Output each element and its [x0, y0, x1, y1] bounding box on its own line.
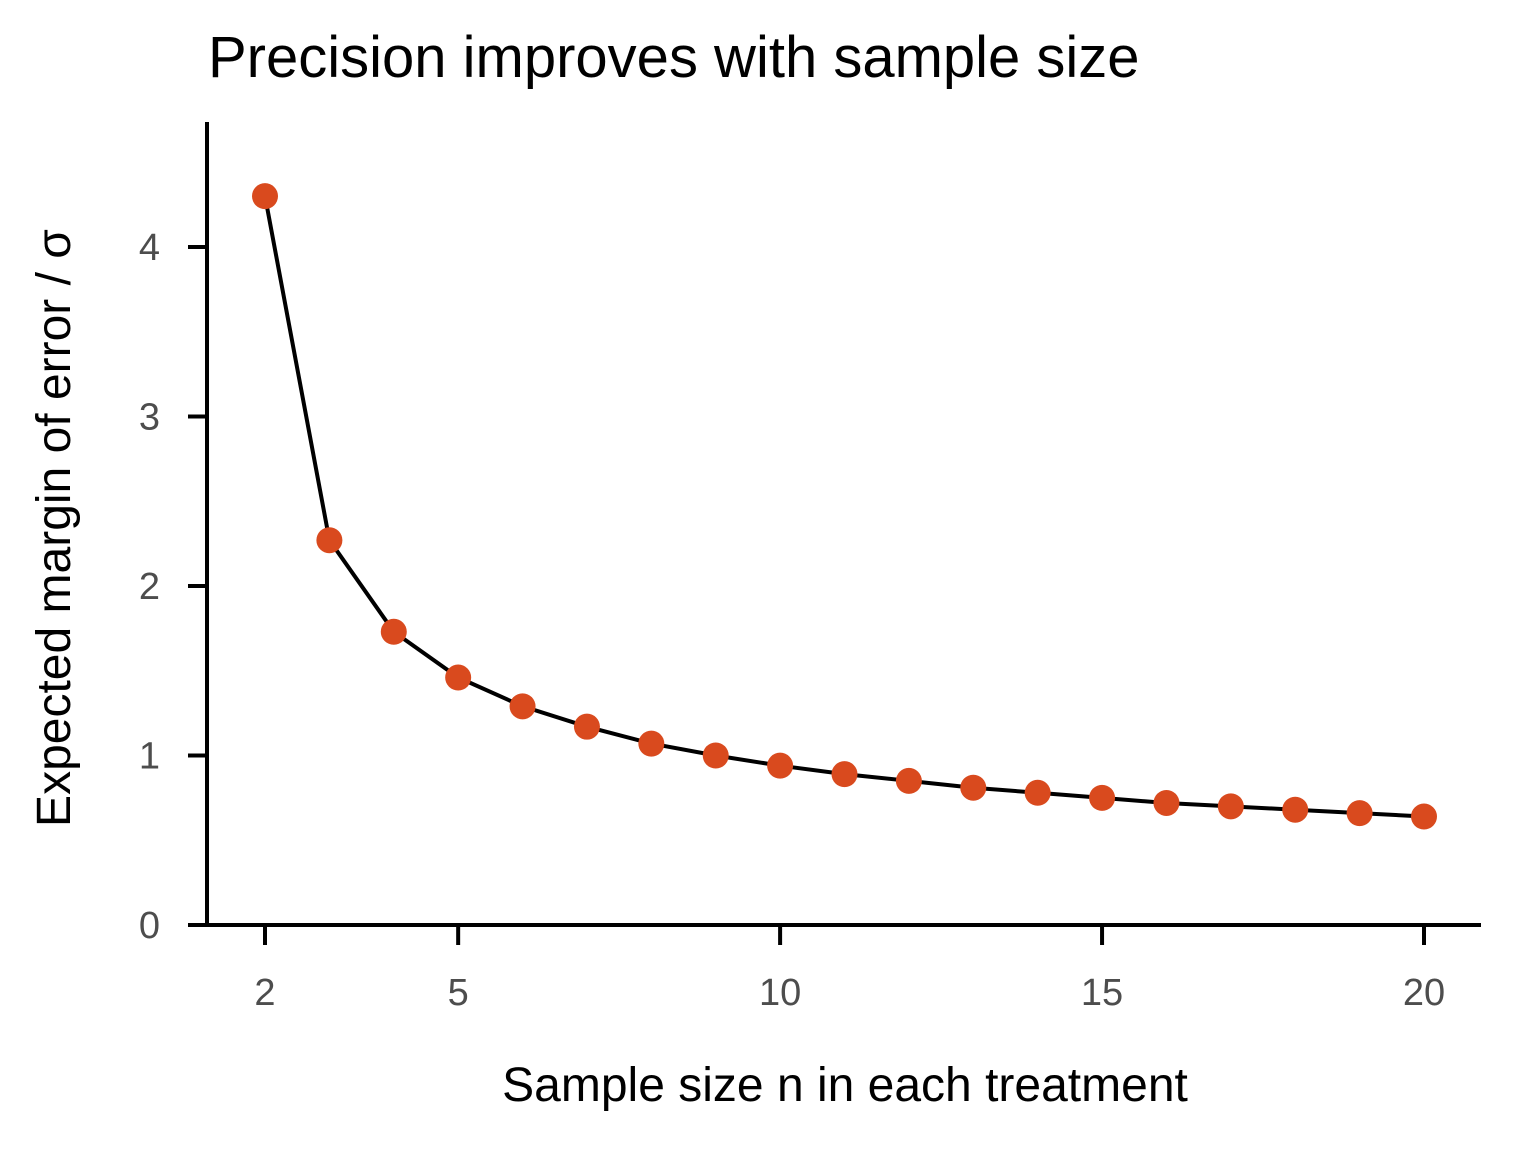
- data-point: [895, 767, 922, 794]
- x-tick-label: 5: [448, 972, 469, 1014]
- data-point: [1411, 803, 1437, 830]
- data-point: [960, 774, 987, 801]
- data-point: [1024, 779, 1051, 806]
- data-point: [509, 693, 536, 720]
- x-axis-title: Sample size n in each treatment: [502, 1059, 1188, 1112]
- y-axis-title: Expected margin of error / σ: [28, 229, 81, 827]
- data-point: [767, 752, 794, 779]
- x-tick-label: 2: [254, 972, 275, 1014]
- data-point: [445, 664, 472, 691]
- x-tick-label: 15: [1081, 972, 1123, 1014]
- plot-area: [252, 183, 1437, 830]
- y-tick-label: 0: [139, 905, 160, 947]
- data-point: [252, 183, 278, 210]
- series-line: [263, 195, 1425, 819]
- data-point: [1217, 793, 1244, 820]
- x-tick-label: 20: [1403, 972, 1445, 1014]
- data-point: [380, 618, 407, 645]
- chart-title: Precision improves with sample size: [208, 25, 1140, 90]
- data-point: [316, 527, 343, 554]
- data-point: [702, 742, 729, 769]
- axes: 0 1 2 3 4 2 5 10 15 20: [139, 122, 1481, 1014]
- data-point: [638, 730, 665, 757]
- data-point: [1089, 784, 1116, 811]
- y-tick-label: 3: [139, 397, 160, 439]
- data-point: [1282, 796, 1309, 823]
- data-point: [573, 713, 600, 740]
- y-tick-label: 2: [139, 566, 160, 608]
- data-point: [831, 761, 858, 788]
- x-tick-label: 10: [759, 972, 801, 1014]
- y-tick-label: 1: [139, 736, 160, 778]
- data-point: [1153, 789, 1180, 816]
- y-tick-label: 4: [139, 227, 160, 269]
- data-point: [1346, 800, 1373, 827]
